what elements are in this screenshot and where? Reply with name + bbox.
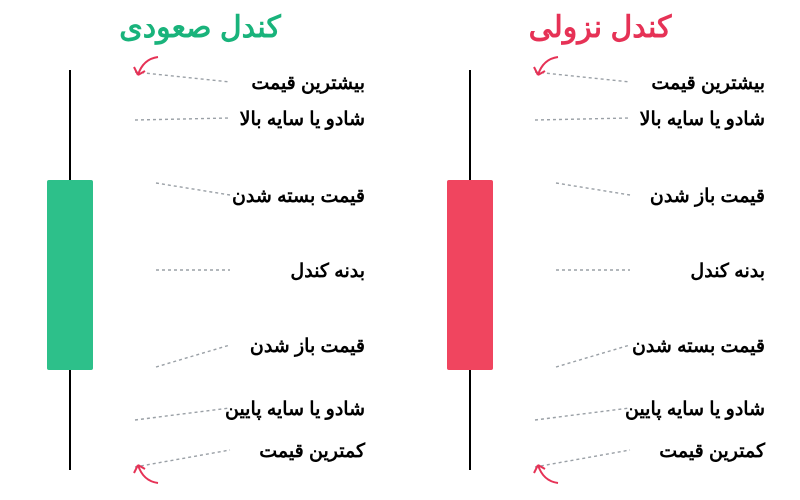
bearish-upper-wick [469, 70, 471, 180]
bearish-upper-wick-label: شادو یا سایه بالا [640, 108, 765, 131]
bearish-body-label: بدنه کندل [690, 260, 765, 283]
bullish-panel: کندل صعودی بیشترین قیمت شادو یا سایه بال… [0, 0, 400, 500]
bearish-lower-wick-label: شادو یا سایه پایین [625, 398, 765, 421]
bullish-high-label: بیشترین قیمت [251, 72, 365, 95]
bullish-candle [40, 70, 100, 480]
bullish-high-arrow-icon [133, 55, 173, 95]
bullish-open-label: قیمت باز شدن [250, 335, 365, 358]
bearish-close-label: قیمت بسته شدن [632, 335, 765, 358]
bullish-close-label: قیمت بسته شدن [232, 185, 365, 208]
bullish-body-label: بدنه کندل [290, 260, 365, 283]
bearish-low-arrow-icon [533, 448, 573, 488]
bearish-high-label: بیشترین قیمت [651, 72, 765, 95]
bullish-body [47, 180, 93, 370]
bullish-title: کندل صعودی [0, 10, 400, 45]
bearish-low-label: کمترین قیمت [659, 440, 765, 463]
bearish-lower-wick [469, 370, 471, 470]
bearish-candle [440, 70, 500, 480]
bullish-lower-wick-label: شادو یا سایه پایین [225, 398, 365, 421]
bullish-low-label: کمترین قیمت [259, 440, 365, 463]
bearish-high-arrow-icon [533, 55, 573, 95]
bearish-title: کندل نزولی [400, 10, 800, 45]
bearish-body [447, 180, 493, 370]
bearish-open-label: قیمت باز شدن [650, 185, 765, 208]
bullish-low-arrow-icon [133, 448, 173, 488]
bullish-upper-wick-label: شادو یا سایه بالا [240, 108, 365, 131]
bullish-upper-wick [69, 70, 71, 180]
bearish-panel: کندل نزولی بیشترین قیمت شادو یا سایه بال… [400, 0, 800, 500]
bullish-lower-wick [69, 370, 71, 470]
